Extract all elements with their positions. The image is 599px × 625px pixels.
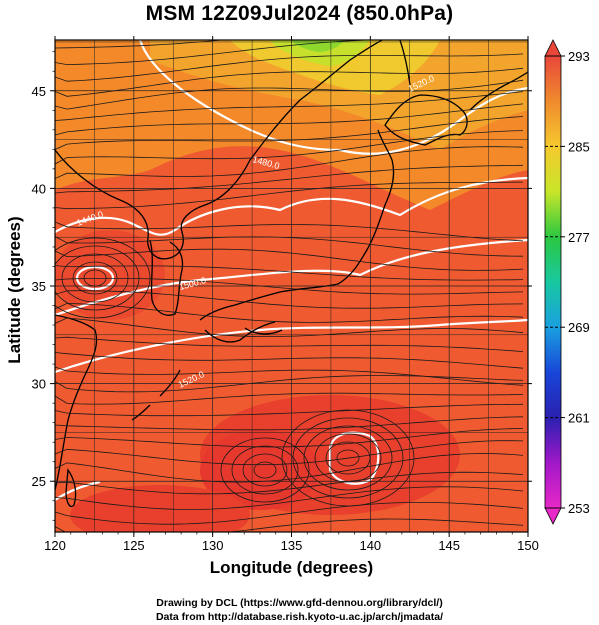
x-tick-label: 145	[438, 538, 460, 553]
colorbar-gradient	[545, 56, 561, 508]
colorbar-tick-label: 269	[568, 320, 590, 335]
colorbar-tick-label: 261	[568, 411, 590, 426]
y-axis-label: Latitude (degrees)	[5, 216, 24, 364]
colorbar-top-arrow	[544, 39, 562, 57]
y-tick-label: 35	[32, 279, 46, 294]
y-tick-label: 45	[32, 84, 46, 99]
colorbar: 293 285 277 269 261 253	[544, 39, 590, 525]
x-tick-label: 150	[517, 538, 539, 553]
coastlines	[55, 40, 528, 508]
credit-line-1: Drawing by DCL (https://www.gfd-dennou.o…	[156, 597, 443, 609]
colorbar-tick-label: 293	[568, 49, 590, 64]
colorbar-bottom-arrow	[544, 507, 562, 525]
x-tick-label: 130	[202, 538, 224, 553]
x-tick-label: 135	[281, 538, 303, 553]
y-tick-label: 30	[32, 377, 46, 392]
x-axis-label: Longitude (degrees)	[209, 558, 374, 577]
credit-line-2: Data from http://database.rish.kyoto-u.a…	[155, 611, 444, 623]
y-tick-label: 40	[32, 181, 46, 196]
plot-title: MSM 12Z09Jul2024 (850.0hPa)	[145, 2, 454, 25]
x-tick-label: 140	[359, 538, 381, 553]
graticule	[55, 40, 528, 532]
colorbar-tick-label: 285	[568, 139, 590, 154]
colorbar-tick-label: 253	[568, 501, 590, 516]
y-axis-ticks: 25 30 35 40 45	[32, 51, 532, 521]
colorbar-tick-label: 277	[568, 230, 590, 245]
x-tick-label: 120	[44, 538, 66, 553]
x-tick-label: 125	[123, 538, 145, 553]
x-axis-ticks: 120 125 130 135 140 145 150	[44, 36, 539, 553]
y-tick-label: 25	[32, 474, 46, 489]
wind-streamlines	[55, 40, 524, 532]
